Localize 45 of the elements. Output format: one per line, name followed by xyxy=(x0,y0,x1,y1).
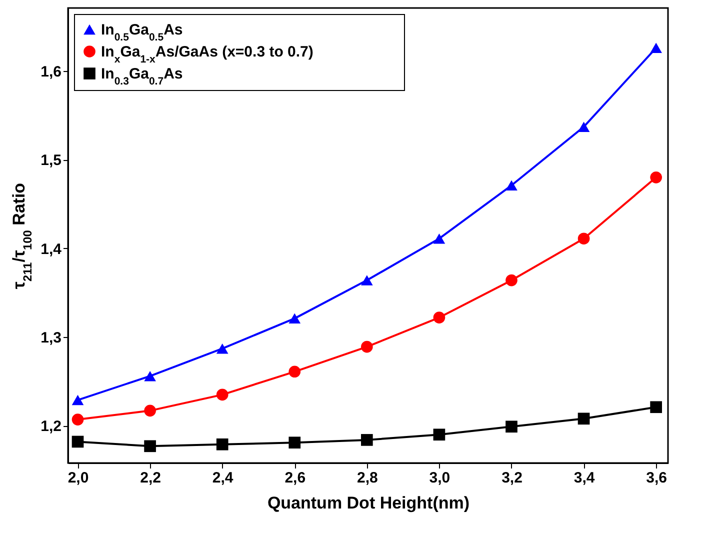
x-tick-label: 3,2 xyxy=(502,470,522,486)
point xyxy=(433,312,446,324)
point xyxy=(650,401,662,414)
point xyxy=(288,436,301,449)
point xyxy=(361,434,373,446)
point xyxy=(216,343,228,354)
point xyxy=(72,436,84,448)
point xyxy=(288,366,301,378)
x-tick-label: 2,0 xyxy=(68,470,89,486)
point xyxy=(288,313,301,324)
legend-label: In$_{0.3}$Ga$_{0.7}$As xyxy=(101,66,183,88)
y-tick-label: 1,2 xyxy=(40,418,62,436)
x-tick-label: 3,6 xyxy=(646,470,667,486)
point xyxy=(506,274,518,286)
x-tick-label: 2,4 xyxy=(212,470,234,486)
point xyxy=(216,438,228,450)
point xyxy=(650,172,662,184)
point xyxy=(144,404,156,417)
point xyxy=(433,233,446,244)
point xyxy=(506,420,518,433)
point xyxy=(506,180,518,191)
point xyxy=(72,414,84,426)
point xyxy=(361,275,373,286)
point xyxy=(578,232,590,245)
point xyxy=(650,42,662,54)
point xyxy=(578,122,590,132)
x-tick-label: 2,6 xyxy=(284,470,306,486)
x-tick-label: 3,4 xyxy=(574,470,596,486)
y-tick-label: 1,3 xyxy=(40,330,62,347)
y-tick-label: 1,5 xyxy=(40,152,62,170)
y-tick-label: 1,4 xyxy=(40,240,62,258)
x-tick-label: 2,8 xyxy=(356,470,378,486)
x-tick-label: 3,0 xyxy=(429,470,450,486)
point xyxy=(216,388,228,401)
y-tick-label: 1,6 xyxy=(40,63,62,80)
point xyxy=(144,440,156,452)
x-axis-title: Quantum Dot Height(nm) xyxy=(267,494,470,512)
point xyxy=(361,340,373,353)
x-tick-label: 2,2 xyxy=(140,470,161,486)
point xyxy=(144,370,156,382)
point xyxy=(433,428,446,441)
point xyxy=(578,412,590,425)
point xyxy=(72,394,84,406)
legend-label: In$_{0.5}$Ga$_{0.5}$As xyxy=(101,22,183,44)
legend-label: In$_{x}$Ga$_{1-x}$As/GaAs (x=0.3 to 0.7) xyxy=(101,44,314,66)
